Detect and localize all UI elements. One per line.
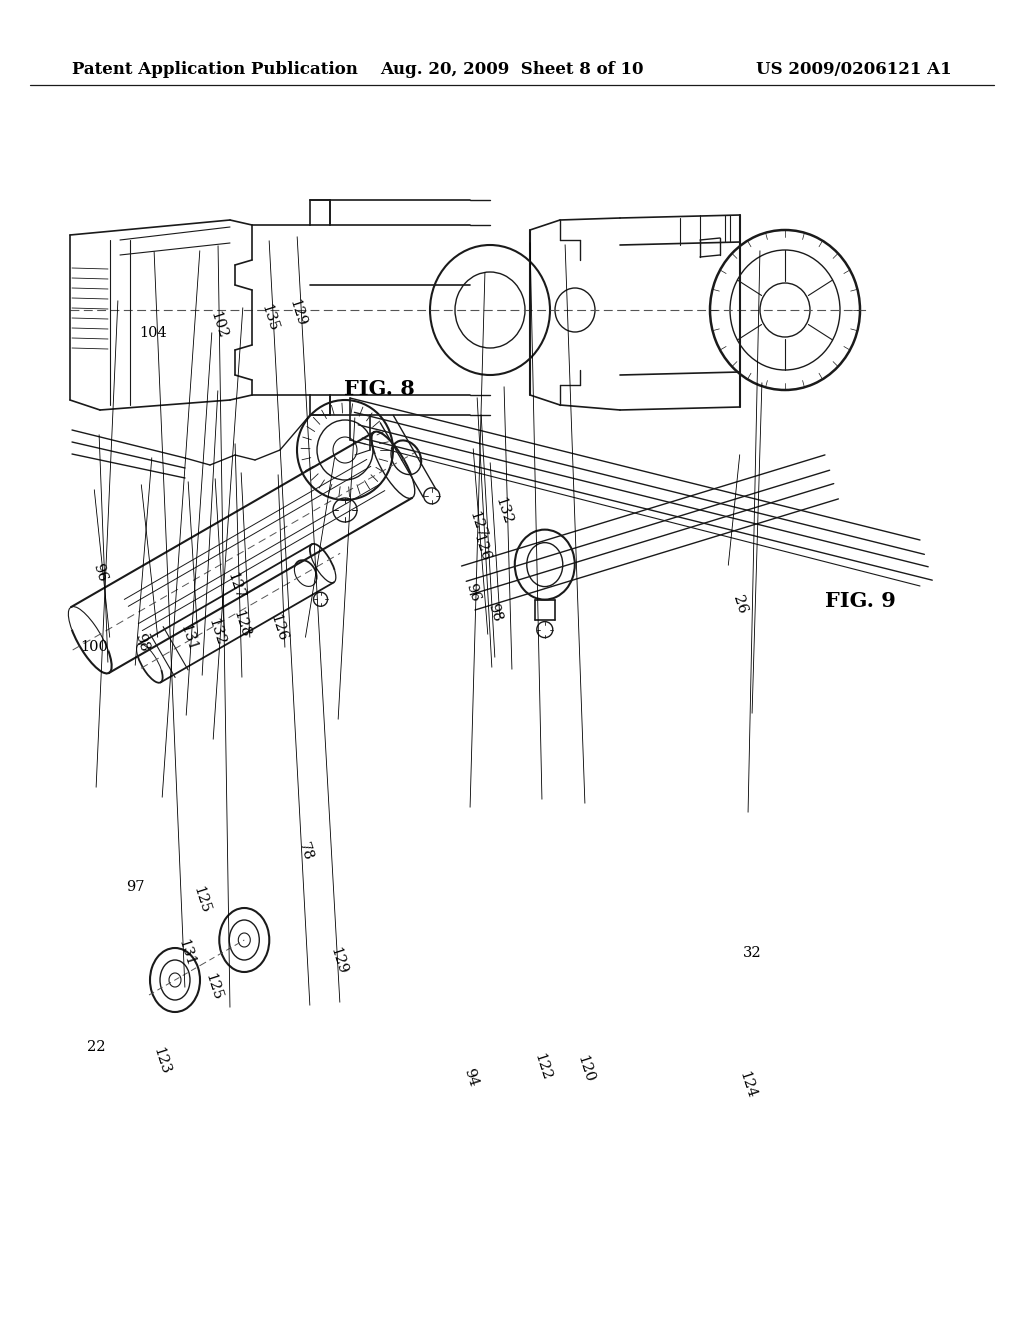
Text: 96: 96	[464, 582, 482, 603]
Text: 132: 132	[493, 495, 515, 527]
Text: 32: 32	[743, 946, 762, 960]
Text: 126: 126	[470, 532, 493, 564]
Text: 123: 123	[151, 1045, 173, 1077]
Text: 98: 98	[485, 602, 504, 623]
Text: US 2009/0206121 A1: US 2009/0206121 A1	[757, 62, 952, 78]
Text: Patent Application Publication: Patent Application Publication	[72, 62, 357, 78]
Text: 122: 122	[531, 1051, 554, 1082]
Text: 104: 104	[139, 326, 168, 339]
Text: 126: 126	[267, 612, 290, 644]
Text: 127: 127	[466, 510, 488, 541]
Text: 98: 98	[132, 632, 151, 653]
Text: 127: 127	[224, 570, 247, 602]
Text: 132: 132	[205, 616, 227, 648]
Text: 94: 94	[462, 1067, 480, 1088]
Text: 124: 124	[736, 1069, 759, 1101]
Text: 129: 129	[286, 297, 308, 329]
Text: 131: 131	[175, 937, 198, 969]
Text: 120: 120	[574, 1053, 597, 1085]
Text: 125: 125	[202, 972, 224, 1003]
Text: FIG. 8: FIG. 8	[343, 379, 415, 400]
Text: 102: 102	[207, 309, 229, 341]
Text: 22: 22	[87, 1040, 105, 1053]
Text: Aug. 20, 2009  Sheet 8 of 10: Aug. 20, 2009 Sheet 8 of 10	[380, 62, 644, 78]
Text: 129: 129	[327, 945, 349, 977]
Text: 100: 100	[80, 640, 109, 653]
Text: 97: 97	[126, 880, 144, 894]
Text: 128: 128	[230, 609, 253, 640]
Text: 96: 96	[90, 562, 109, 583]
Text: 125: 125	[190, 884, 213, 916]
Text: FIG. 9: FIG. 9	[824, 590, 896, 611]
Text: 131: 131	[177, 622, 200, 653]
Text: 78: 78	[296, 841, 314, 862]
Text: 26: 26	[730, 594, 749, 615]
Text: 135: 135	[258, 302, 281, 334]
